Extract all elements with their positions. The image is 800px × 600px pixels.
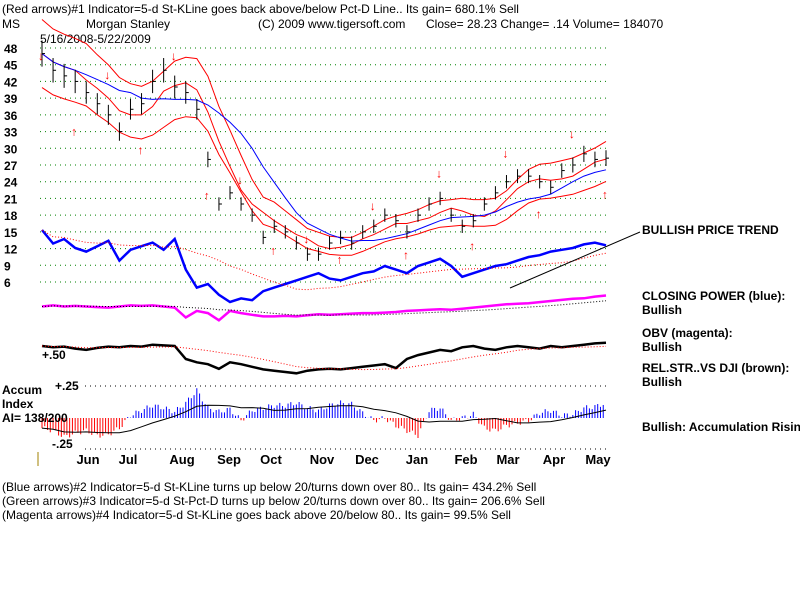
- accum-ma-line: [41, 404, 607, 434]
- rs-value: Bullish: [642, 375, 683, 389]
- indicator-2-line: (Blue arrows)#2 Indicator=5-d St-KLine t…: [2, 480, 537, 494]
- y-tick-label: 45: [4, 59, 18, 73]
- closing-power-ma: [41, 229, 607, 291]
- cp-label: CLOSING POWER (blue):: [642, 289, 786, 303]
- red-down-arrow-icon: ↓: [303, 232, 309, 246]
- obv-line: [41, 294, 607, 322]
- x-tick-label: Jun: [76, 452, 99, 467]
- red-down-arrow-icon: ↓: [436, 166, 442, 180]
- x-tick-label: Jul: [119, 452, 138, 467]
- y-tick-label: 6: [4, 276, 11, 290]
- x-tick-label: May: [585, 452, 611, 467]
- x-tick-label: Oct: [260, 452, 282, 467]
- cp-value: Bullish: [642, 303, 683, 317]
- y-tick-label: 15: [4, 226, 18, 240]
- y-tick-label: 18: [4, 209, 18, 223]
- accum-bottom-tick: -.25: [52, 437, 73, 451]
- x-tick-label: Jan: [406, 452, 428, 467]
- red-up-arrow-icon: ↑: [337, 252, 343, 266]
- x-tick-label: Sep: [217, 452, 241, 467]
- red-up-arrow-icon: ↑: [536, 207, 542, 221]
- y-tick-label: 12: [4, 243, 18, 257]
- rs-label: REL.STR..VS DJI (brown):: [642, 361, 790, 375]
- lower-band: [41, 87, 607, 256]
- x-tick-label: Aug: [169, 452, 194, 467]
- red-up-arrow-icon: ↑: [71, 125, 77, 139]
- red-up-arrow-icon: ↑: [602, 187, 608, 201]
- y-tick-label: 33: [4, 126, 18, 140]
- y-tick-label: 24: [4, 176, 18, 190]
- x-tick-label: Feb: [454, 452, 477, 467]
- obv-value: Bullish: [642, 340, 683, 354]
- closing-power-line: [41, 229, 607, 304]
- y-tick-label: 42: [4, 75, 18, 89]
- trend-label: BULLISH PRICE TREND: [642, 223, 779, 237]
- rs-tick: +.50: [42, 348, 66, 362]
- accum-summary: Bullish: Accumulation Rising: [642, 420, 800, 434]
- accum-title-2: Index: [2, 397, 34, 411]
- y-tick-label: 9: [4, 259, 11, 273]
- indicator-4-line: (Magenta arrows)#4 Indicator=5-d St-KLin…: [2, 508, 511, 522]
- x-tick-label: Apr: [543, 452, 565, 467]
- upper-band: [41, 19, 607, 238]
- red-down-arrow-icon: ↓: [104, 68, 110, 82]
- trend-pointer-line: [509, 231, 641, 289]
- quote: Close= 28.23 Change= .14 Volume= 184070: [426, 17, 664, 31]
- accum-top-tick: +.25: [55, 379, 79, 393]
- rel-strength-ma: [41, 345, 607, 371]
- x-tick-label: Dec: [355, 452, 379, 467]
- company-name: Morgan Stanley: [86, 17, 171, 31]
- obv-ma: [41, 300, 607, 316]
- red-down-arrow-icon: ↓: [237, 173, 243, 187]
- red-up-arrow-icon: ↑: [204, 189, 210, 203]
- red-down-arrow-icon: ↓: [370, 199, 376, 213]
- red-up-arrow-icon: ↑: [469, 239, 475, 253]
- x-tick-label: Mar: [496, 452, 519, 467]
- obv-label: OBV (magenta):: [642, 326, 733, 340]
- red-down-arrow-icon: ↓: [38, 49, 44, 63]
- red-up-arrow-icon: ↑: [138, 143, 144, 157]
- copyright: (C) 2009 www.tigersoft.com: [258, 17, 406, 31]
- y-tick-label: 27: [4, 159, 18, 173]
- y-tick-label: 39: [4, 92, 18, 106]
- rel-strength-line: [41, 341, 607, 375]
- indicator-3-line: (Green arrows)#3 Indicator=5-d St-Pct-D …: [2, 494, 545, 508]
- accum-title: Accum: [2, 383, 43, 397]
- short-ma: [41, 53, 607, 250]
- red-down-arrow-icon: ↓: [502, 147, 508, 161]
- ai-value: AI= 138/200: [2, 411, 68, 425]
- red-up-arrow-icon: ↑: [403, 248, 409, 262]
- y-tick-label: 30: [4, 142, 18, 156]
- red-down-arrow-icon: ↓: [569, 127, 575, 141]
- red-up-arrow-icon: ↑: [270, 243, 276, 257]
- indicator-1-line: (Red arrows)#1 Indicator=5-d St-KLine go…: [2, 2, 519, 16]
- red-down-arrow-icon: ↓: [171, 49, 177, 63]
- y-tick-label: 36: [4, 109, 18, 123]
- y-tick-label: 21: [4, 192, 18, 206]
- y-tick-label: 48: [4, 42, 18, 56]
- x-tick-label: Nov: [310, 452, 335, 467]
- symbol: MS: [2, 17, 20, 31]
- long-ma: [41, 53, 607, 242]
